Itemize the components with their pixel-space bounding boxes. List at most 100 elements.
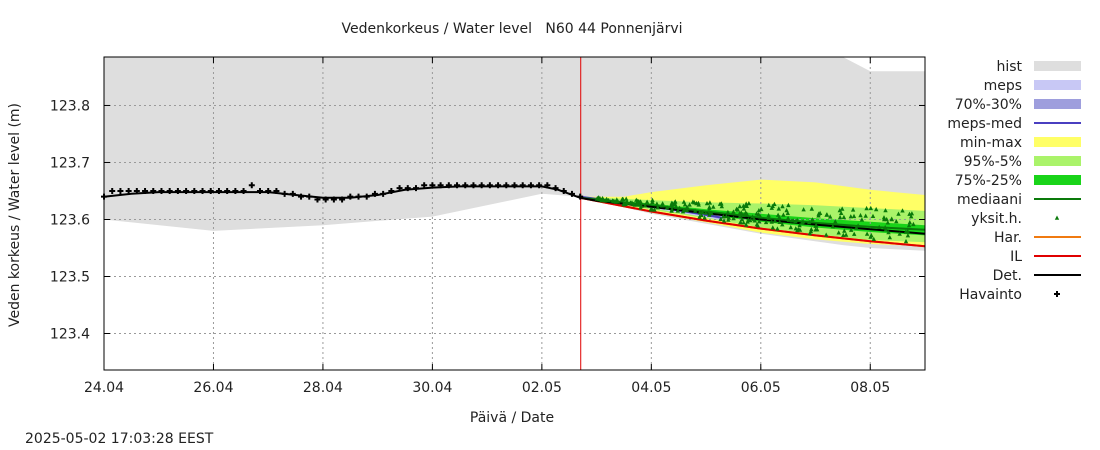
ensemble-marker [737, 213, 743, 218]
ensemble-marker [724, 213, 729, 219]
observation-marker [437, 182, 444, 189]
observation-marker [142, 187, 149, 194]
ensemble-marker [741, 203, 746, 208]
ensemble-marker [850, 207, 856, 212]
ensemble-marker [717, 201, 723, 206]
x-axis-label: Päivä / Date [470, 410, 554, 426]
ensemble-marker [682, 207, 687, 212]
ensemble-marker [699, 212, 704, 217]
ensemble-marker [613, 199, 618, 204]
ensemble-marker [634, 197, 639, 202]
observation-marker [454, 182, 461, 189]
ensemble-marker [807, 219, 812, 225]
ensemble-marker [828, 214, 833, 219]
grid-lines [103, 57, 925, 370]
ensemble-marker [687, 202, 692, 207]
legend-label-il: IL [1010, 249, 1022, 265]
ensemble-marker [719, 204, 724, 209]
ensemble-marker [772, 201, 777, 206]
legend-label-p70_30: 70%-30% [955, 97, 1022, 113]
observation-marker [339, 196, 346, 203]
ensemble-marker [751, 216, 757, 222]
ensemble-marker [909, 211, 915, 216]
ensemble-marker [871, 236, 876, 241]
ensemble-marker [883, 227, 889, 232]
ensemble-marker [887, 235, 892, 240]
ensemble-marker [785, 210, 790, 216]
legend-label-meps_med: meps-med [947, 116, 1022, 132]
observation-marker [527, 182, 534, 189]
ensemble-marker [758, 214, 763, 219]
ensemble-marker [660, 201, 665, 206]
observation-marker [224, 187, 231, 194]
observation-marker [248, 182, 255, 189]
ensemble-marker [800, 219, 806, 224]
ensemble-marker [810, 217, 815, 222]
ensemble-marker [786, 216, 791, 221]
ensemble-marker [741, 212, 746, 217]
y-axis-label: Veden korkeus / Water level (m) [7, 103, 23, 327]
ensemble-marker [903, 229, 908, 234]
legend-label-har: Har. [994, 230, 1022, 246]
ensemble-marker [621, 201, 626, 206]
observation-marker [232, 187, 239, 194]
ensemble-marker [654, 201, 660, 206]
observation-marker [314, 196, 321, 203]
ensemble-marker [675, 208, 680, 213]
observation-marker [486, 182, 493, 189]
observation-marker [289, 190, 296, 197]
observation-marker [265, 187, 272, 194]
y-tick-label: 123.7 [50, 155, 90, 171]
y-axis-ticks: 123.8 123.7 123.6 123.5 123.4 [50, 98, 925, 343]
ensemble-marker [780, 222, 785, 227]
legend-label-havainto: Havainto [959, 287, 1022, 303]
ensemble-marker [864, 231, 870, 236]
ensemble-marker [815, 227, 820, 232]
ensemble-marker [739, 216, 745, 222]
ensemble-marker [628, 200, 633, 205]
ensemble-marker [795, 217, 800, 222]
x-tick-label: 02.05 [522, 380, 562, 396]
ensemble-marker [682, 202, 688, 207]
ensemble-marker [642, 203, 648, 208]
x-tick-label: 06.05 [741, 380, 781, 396]
ensemble-marker [769, 219, 774, 224]
ensemble-marker [849, 227, 854, 232]
ensemble-marker [766, 202, 771, 207]
ensemble-marker [839, 210, 844, 215]
observation-marker [207, 187, 214, 194]
ensemble-marker [843, 232, 849, 237]
legend: hist meps 70%-30% meps-med min-max 95%-5% 75%-… [947, 59, 1081, 303]
ensemble-marker [837, 208, 842, 213]
ensemble-marker [885, 220, 890, 225]
ensemble-marker [816, 211, 821, 216]
ensemble-marker [744, 203, 749, 208]
ensemble-marker [824, 212, 829, 217]
ensemble-marker [750, 214, 755, 219]
ensemble-marker [840, 206, 845, 211]
ensemble-marker [620, 196, 625, 202]
y-tick-label: 123.4 [50, 327, 90, 343]
observation-marker [199, 187, 206, 194]
legend-swatch-p95_5 [1034, 156, 1081, 166]
observation-marker [158, 187, 165, 194]
observation-marker [536, 182, 543, 189]
ensemble-marker [711, 204, 716, 209]
y-tick-label: 123.8 [50, 98, 90, 114]
ensemble-marker [697, 210, 702, 215]
ensemble-marker [681, 199, 687, 204]
observation-marker [404, 185, 411, 192]
observation-marker [560, 187, 567, 194]
observation-marker [388, 187, 395, 194]
legend-label-minmax: min-max [960, 135, 1022, 151]
ensemble-marker [721, 214, 726, 219]
ensemble-marker [809, 206, 814, 211]
observation-marker [174, 187, 181, 194]
ensemble-marker [634, 202, 639, 207]
observation-marker [306, 193, 313, 200]
ensemble-marker [776, 206, 781, 211]
legend-label-meps: meps [984, 78, 1022, 94]
observation-marker [511, 182, 518, 189]
ensemble-marker [852, 231, 857, 236]
ensemble-marker [726, 215, 731, 220]
